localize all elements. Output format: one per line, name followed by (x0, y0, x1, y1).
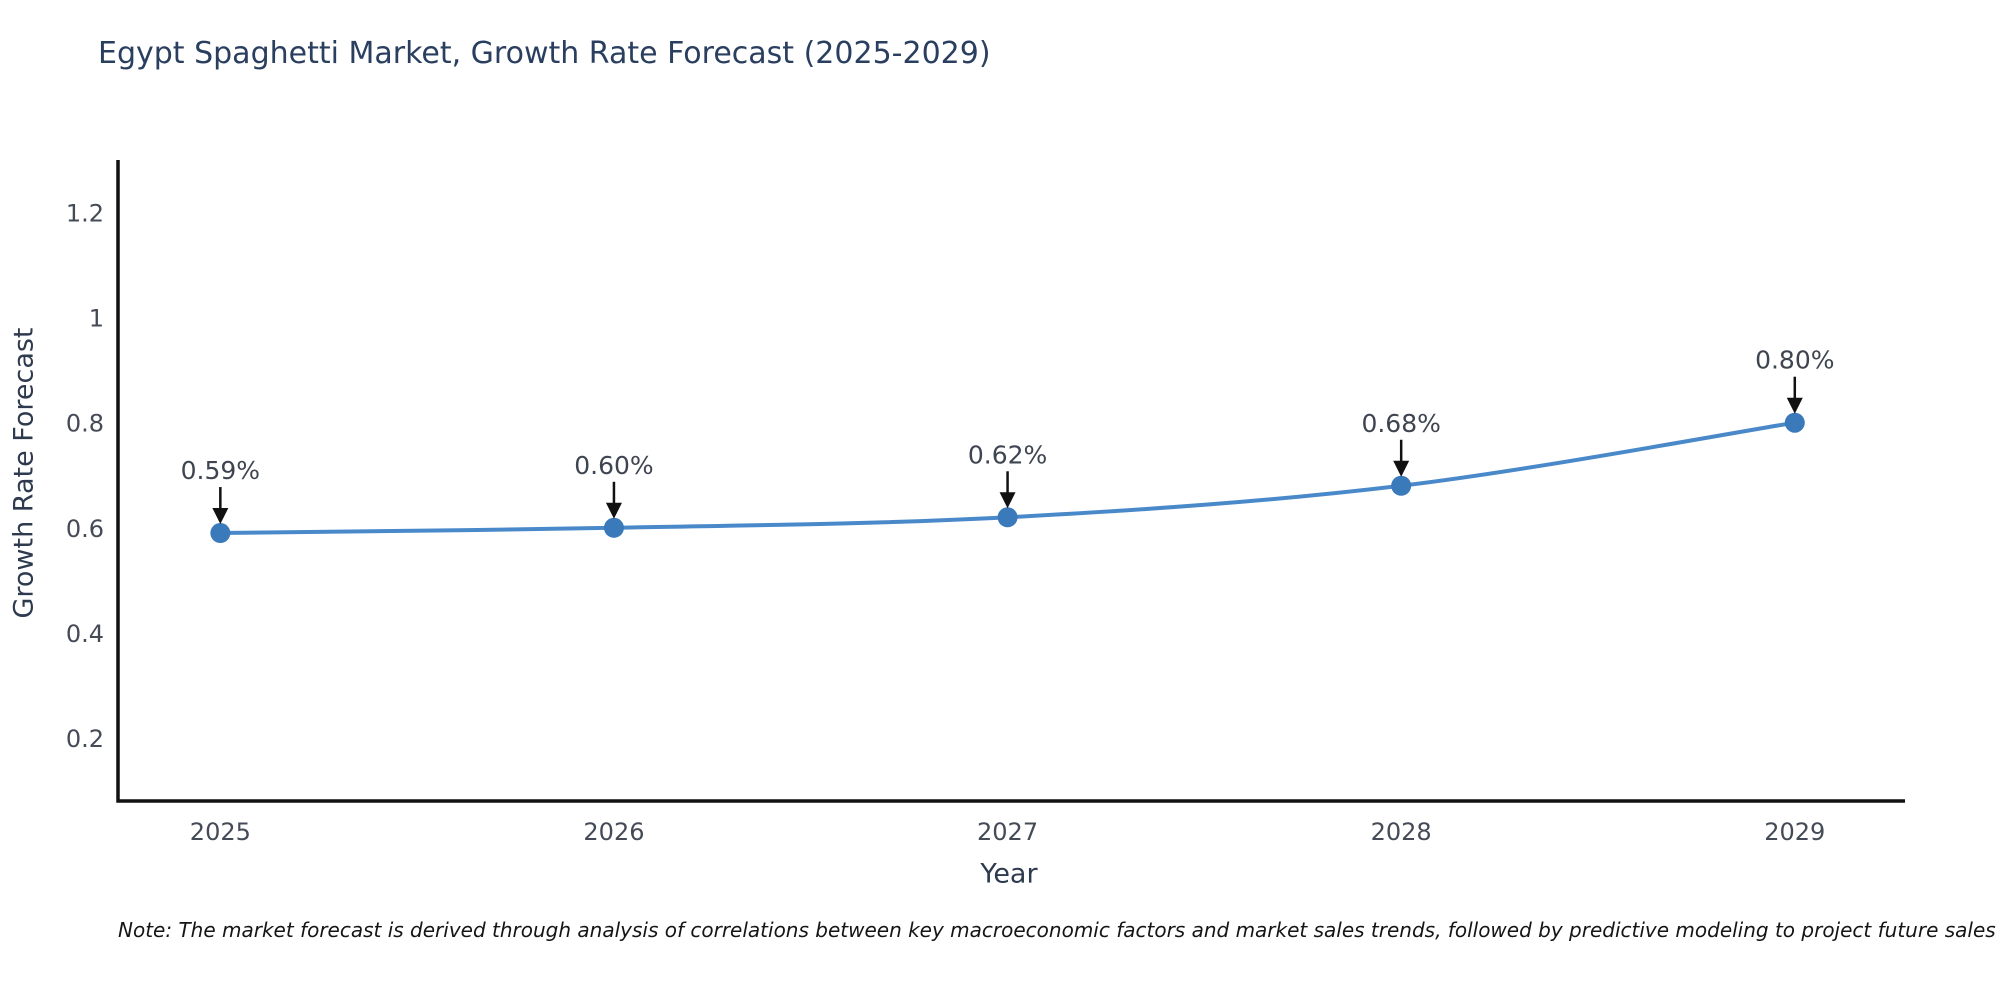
y-tick-label: 0.4 (66, 620, 104, 648)
axis-spines (116, 160, 1905, 803)
y-tick-label: 1 (89, 305, 104, 333)
footnote: Note: The market forecast is derived thr… (118, 918, 1996, 942)
data-point-marker (210, 523, 231, 544)
annotation-label: 0.62% (968, 440, 1047, 469)
data-point-marker (997, 507, 1018, 528)
x-tick-label: 2027 (977, 818, 1038, 846)
annotation-arrowhead (212, 508, 229, 525)
data-point-marker (603, 517, 624, 538)
annotation-label: 0.68% (1361, 409, 1440, 438)
y-tick-label: 0.6 (66, 515, 104, 543)
annotation-arrowhead (1786, 397, 1803, 414)
data-point-marker (1784, 412, 1805, 433)
x-axis-title: Year (980, 858, 1038, 890)
x-tick-label: 2026 (583, 818, 644, 846)
data-point-marker (1391, 475, 1412, 496)
x-tick-label: 2028 (1371, 818, 1432, 846)
annotation-label: 0.60% (574, 451, 653, 480)
x-tick-label: 2029 (1764, 818, 1825, 846)
annotation-label: 0.80% (1755, 346, 1834, 375)
y-tick-label: 0.2 (66, 725, 104, 753)
annotation-label: 0.59% (181, 456, 260, 485)
y-tick-label: 0.8 (66, 410, 104, 438)
annotation-arrowhead (605, 502, 622, 519)
y-tick-label: 1.2 (66, 200, 104, 228)
x-tick-label: 2025 (190, 818, 251, 846)
annotation-arrowhead (999, 492, 1016, 509)
annotation-arrowhead (1393, 460, 1410, 477)
chart-title: Egypt Spaghetti Market, Growth Rate Fore… (98, 36, 991, 71)
